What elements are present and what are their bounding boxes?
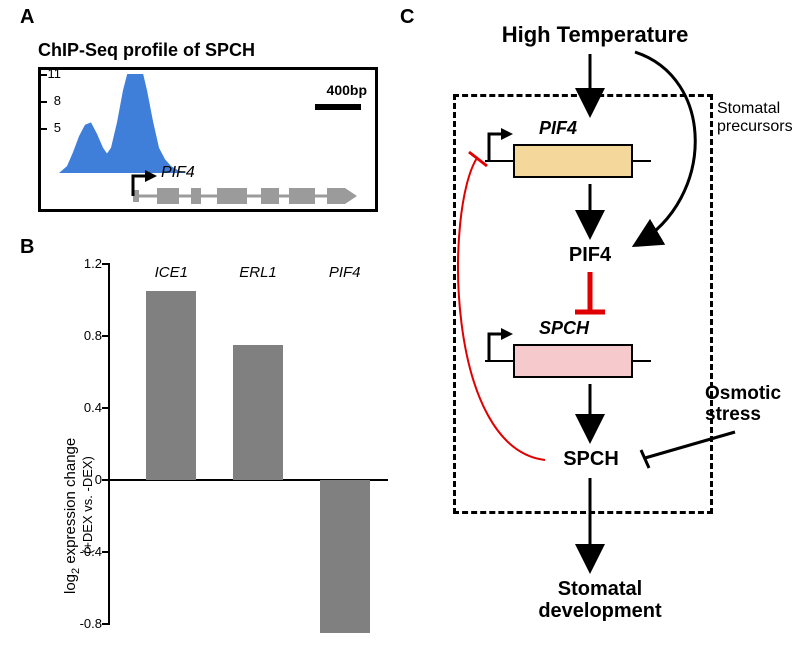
panel-label-a: A [20,6,34,29]
bar-ytick-label: 1.2 [64,256,102,271]
chip-gene-label: PIF4 [161,164,195,182]
chip-seq-box: 400bp PIF4 5 8 11 [38,67,378,212]
panel-b: -0.8-0.400.40.81.2ICE1ERL1PIF4 log2 expr… [38,254,388,634]
bar-ytick-label: -0.8 [64,616,102,631]
panel-a-title: ChIP-Seq profile of SPCH [38,40,388,61]
bar-col-label: ICE1 [136,264,206,281]
bar [320,480,370,633]
bar-ytick [102,335,110,337]
chip-ytick-label: 5 [43,120,61,135]
bar-plot: -0.8-0.400.40.81.2ICE1ERL1PIF4 [108,264,388,624]
chip-seq-peak-path [59,74,187,173]
panel-label-b: B [20,236,34,259]
bar [146,291,196,480]
inhibit-osmotic-to-spch [645,432,735,458]
bar-ytick [102,407,110,409]
arrow-temp-to-pif4protein [635,52,695,244]
bar-col-label: PIF4 [310,264,380,281]
chip-ytick-label: 8 [43,93,61,108]
panel-a: ChIP-Seq profile of SPCH 400bp PIF4 5 8 11 [38,40,388,212]
bar-ytick-label: 0.8 [64,328,102,343]
chip-ytick-label: 11 [43,66,61,81]
chip-scale-label: 400bp [327,82,367,98]
panel-c: High Temperature Stomatal precursors PIF… [405,8,795,648]
inhibit-osmotic-to-spch-bar [641,450,649,468]
bar-ytick [102,263,110,265]
bar-col-label: ERL1 [223,264,293,281]
chip-gene-model [133,186,367,210]
bar-ytick-label: 0.4 [64,400,102,415]
bar-ytick [102,551,110,553]
bar-ylabel-main: log2 expression change [62,438,82,594]
panel-c-arrows [405,8,795,648]
inhibit-spch-to-pif4 [458,158,545,460]
chip-gene-promoter-arrow-icon [131,168,159,198]
bar-ytick [102,623,110,625]
bar [233,345,283,480]
inhibit-spch-to-pif4-bar [469,152,487,166]
bar-ylabel-sub: (+DEX vs. -DEX) [80,456,95,554]
bar-y-axis [108,264,110,624]
chip-scale-bar [315,104,361,110]
